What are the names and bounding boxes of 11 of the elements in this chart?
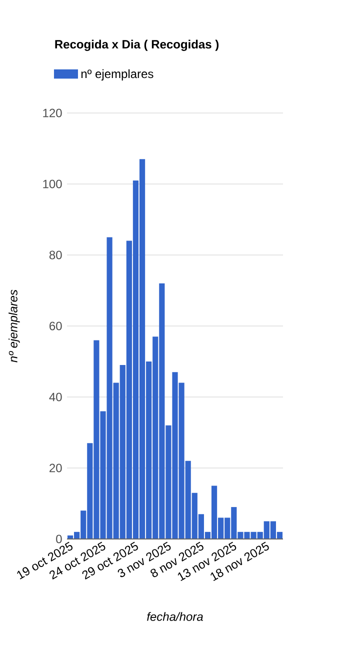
x-axis-title: fecha/hora [147,612,203,621]
legend-label: nº ejemplares [81,69,154,80]
y-tick-label: 120 [43,108,62,118]
y-axis-title: nº ejemplares [8,290,20,362]
y-tick-label: 80 [49,250,62,260]
y-tick-label: 60 [50,322,62,330]
y-tick-label: 40 [49,392,62,402]
y-tick-label: 0 [56,534,62,544]
y-tick-label: 100 [43,180,62,188]
chart-title: Recogida x Dia ( Recogidas ) [55,40,219,51]
y-tick-label: 20 [50,464,62,472]
